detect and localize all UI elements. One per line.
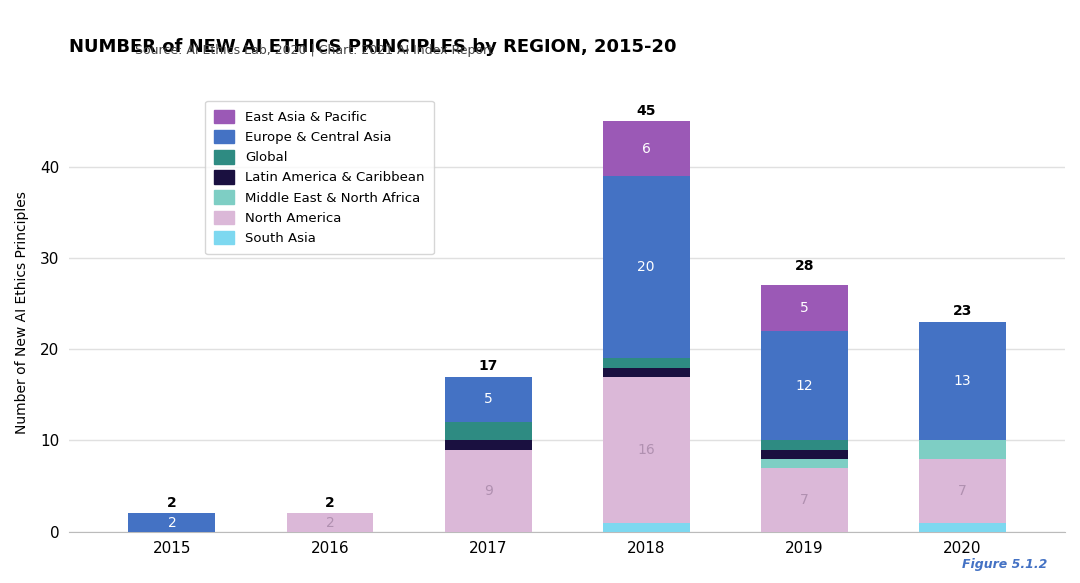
Bar: [445, 422, 531, 440]
Text: 7: 7: [800, 493, 809, 507]
Bar: [603, 377, 690, 522]
Text: 17: 17: [478, 359, 498, 373]
Bar: [445, 377, 531, 422]
Text: 2: 2: [325, 496, 335, 510]
Bar: [129, 514, 215, 532]
Text: 5: 5: [484, 392, 492, 406]
Text: 5: 5: [800, 301, 809, 315]
Text: 2: 2: [326, 515, 335, 529]
Bar: [603, 176, 690, 359]
Text: NUMBER of NEW AI ETHICS PRINCIPLES by REGION, 2015-20: NUMBER of NEW AI ETHICS PRINCIPLES by RE…: [69, 38, 677, 57]
Text: 13: 13: [954, 374, 971, 388]
Bar: [603, 367, 690, 377]
Text: 2: 2: [167, 496, 177, 510]
Text: 2: 2: [167, 515, 176, 529]
Bar: [919, 322, 1005, 440]
Bar: [919, 440, 1005, 459]
Bar: [760, 286, 848, 331]
Text: 7: 7: [958, 483, 967, 497]
Text: 23: 23: [953, 304, 972, 318]
Bar: [603, 359, 690, 367]
Bar: [603, 121, 690, 176]
Text: 9: 9: [484, 483, 492, 497]
Bar: [760, 459, 848, 468]
Text: 20: 20: [637, 260, 654, 274]
Text: 28: 28: [795, 259, 814, 273]
Text: 45: 45: [636, 104, 656, 118]
Legend: East Asia & Pacific, Europe & Central Asia, Global, Latin America & Caribbean, M: East Asia & Pacific, Europe & Central As…: [205, 101, 433, 254]
Text: Source: AI Ethics Lab, 2020 | Chart: 2021 AI Index Report: Source: AI Ethics Lab, 2020 | Chart: 202…: [135, 44, 492, 57]
Y-axis label: Number of New AI Ethics Principles: Number of New AI Ethics Principles: [15, 191, 29, 434]
Bar: [760, 331, 848, 440]
Bar: [760, 440, 848, 449]
Text: 16: 16: [637, 442, 654, 456]
Text: 6: 6: [642, 142, 650, 156]
Bar: [919, 522, 1005, 532]
Text: 12: 12: [795, 379, 813, 393]
Text: Figure 5.1.2: Figure 5.1.2: [962, 559, 1048, 571]
Bar: [760, 449, 848, 459]
Bar: [286, 514, 374, 532]
Bar: [445, 449, 531, 532]
Bar: [445, 440, 531, 449]
Bar: [603, 522, 690, 532]
Bar: [760, 468, 848, 532]
Bar: [919, 459, 1005, 522]
